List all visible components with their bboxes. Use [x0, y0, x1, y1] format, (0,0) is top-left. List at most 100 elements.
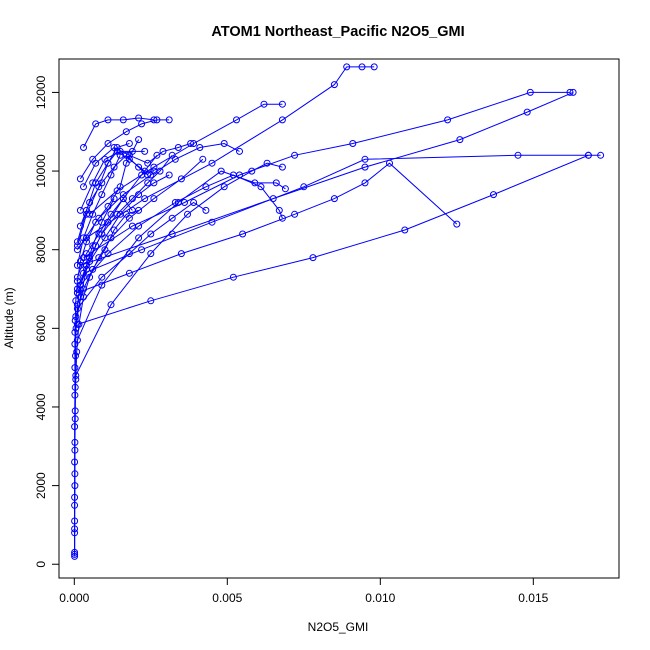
data-point [523, 108, 531, 116]
data-point [190, 199, 198, 206]
data-point [119, 116, 127, 124]
data-point [147, 297, 155, 305]
data-point [490, 191, 497, 199]
data-point [257, 183, 265, 191]
data-point [150, 163, 158, 171]
data-point [202, 206, 210, 214]
data-point [138, 246, 146, 254]
data-point [135, 234, 143, 242]
data-point [147, 250, 155, 258]
data-point [165, 116, 173, 124]
data-point [569, 88, 577, 96]
series-line-14 [77, 201, 207, 310]
data-point [107, 171, 115, 179]
series-line-22 [76, 155, 121, 266]
y-tick-label: 6000 [34, 315, 48, 342]
data-point [125, 155, 133, 163]
data-point [453, 220, 461, 228]
data-point [260, 100, 268, 108]
data-point [92, 159, 100, 167]
data-point [177, 175, 185, 183]
data-point [72, 297, 80, 305]
data-point [135, 163, 143, 171]
data-point [104, 218, 112, 226]
series-line-24 [76, 154, 173, 290]
data-point [272, 179, 280, 187]
data-point [361, 179, 369, 187]
data-point [278, 214, 286, 222]
data-point [71, 328, 79, 336]
y-tick-label: 2000 [34, 472, 48, 499]
series-line-21 [75, 209, 139, 317]
plot-frame [58, 58, 620, 579]
data-point [71, 529, 79, 537]
data-point [248, 167, 256, 175]
data-point [72, 313, 80, 320]
data-point [80, 183, 87, 191]
y-tick-label: 4000 [34, 393, 48, 420]
data-point [196, 144, 204, 151]
data-point [144, 179, 152, 187]
data-point [147, 230, 155, 238]
series-line-20 [83, 117, 154, 148]
series-line-5 [77, 154, 601, 325]
data-point [165, 171, 173, 179]
series-line-3 [77, 162, 458, 294]
data-point [73, 238, 81, 246]
data-point [113, 144, 121, 151]
data-point [125, 250, 133, 258]
data-point [101, 246, 109, 254]
data-point [110, 195, 118, 203]
data-point [135, 206, 143, 214]
x-axis: 0.000 0.005 0.010 0.015 [59, 578, 549, 605]
data-point [71, 438, 79, 446]
data-point [83, 206, 90, 214]
data-point [71, 407, 79, 415]
data-point [174, 144, 182, 151]
data-point [187, 140, 195, 147]
data-point [278, 116, 286, 124]
series-line-8 [83, 91, 570, 259]
data-point [71, 317, 79, 324]
data-point [361, 155, 369, 163]
data-point [220, 140, 228, 147]
data-point [92, 242, 100, 250]
x-tick-label: 0.015 [518, 591, 548, 605]
data-point [83, 265, 90, 273]
chart-title: ATOM1 Northeast_Pacific N2O5_GMI [211, 24, 464, 40]
y-tick-label: 0 [34, 561, 48, 568]
data-point [104, 159, 112, 167]
data-point [73, 336, 81, 344]
data-point [330, 195, 338, 203]
series-line-11 [75, 162, 283, 376]
data-point [220, 183, 228, 191]
data-point [104, 116, 112, 124]
data-point [141, 195, 149, 203]
data-point [141, 147, 149, 155]
data-point [361, 163, 369, 171]
data-point [113, 187, 121, 195]
data-point [128, 147, 136, 155]
data-point [110, 226, 118, 234]
data-point [281, 185, 289, 193]
data-point [73, 261, 81, 269]
data-point [309, 254, 317, 262]
data-point [168, 214, 176, 222]
y-tick-label: 10000 [34, 154, 48, 188]
data-point [73, 285, 81, 293]
data-point [150, 116, 158, 124]
data-point [150, 195, 158, 203]
data-point [168, 151, 176, 159]
data-point [71, 550, 79, 558]
y-tick-label: 8000 [34, 236, 48, 263]
data-point [278, 100, 286, 108]
y-axis: 0 2000 4000 6000 8000 10000 12000 [34, 75, 59, 568]
series-line-4 [80, 91, 574, 266]
data-point [98, 281, 106, 289]
data-point [73, 348, 81, 356]
data-point [584, 151, 592, 159]
data-point [72, 352, 79, 360]
data-point [104, 140, 112, 147]
data-point [526, 88, 534, 96]
data-point [98, 273, 106, 281]
